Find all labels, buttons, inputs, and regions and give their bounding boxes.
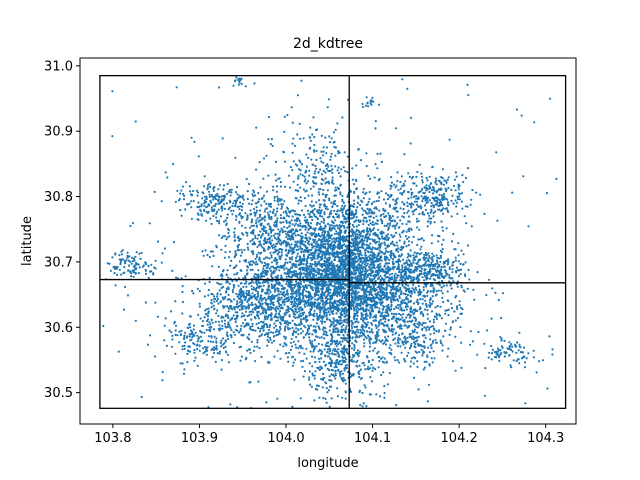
y-tick-label: 30.7 — [44, 255, 73, 270]
plot-area-frame — [79, 57, 577, 425]
x-tick-label: 104.1 — [354, 431, 391, 446]
y-tick-label: 30.8 — [44, 190, 73, 205]
y-tick-label: 30.5 — [44, 386, 73, 401]
y-axis-ticks: 30.5 30.6 30.7 30.8 30.9 31.0 — [44, 59, 80, 401]
y-tick-label: 30.6 — [44, 321, 73, 336]
chart-title: 2d_kdtree — [293, 36, 363, 52]
x-axis-label: longitude — [297, 456, 358, 471]
x-tick-label: 104.3 — [527, 431, 564, 446]
y-tick-label: 31.0 — [44, 59, 73, 74]
x-tick-label: 104.2 — [441, 431, 478, 446]
data-points — [102, 76, 558, 410]
kdtree-bounding-box — [99, 74, 567, 409]
kdtree-partition-lines — [99, 74, 567, 409]
x-tick-label: 103.9 — [181, 431, 218, 446]
scatter-points — [102, 76, 558, 410]
x-tick-label: 103.8 — [94, 431, 131, 446]
y-axis-label: latitude — [20, 216, 35, 266]
x-axis-ticks: 103.8 103.9 104.0 104.1 104.2 104.3 — [94, 424, 564, 446]
x-tick-label: 104.0 — [267, 431, 304, 446]
y-tick-label: 30.9 — [44, 125, 73, 140]
